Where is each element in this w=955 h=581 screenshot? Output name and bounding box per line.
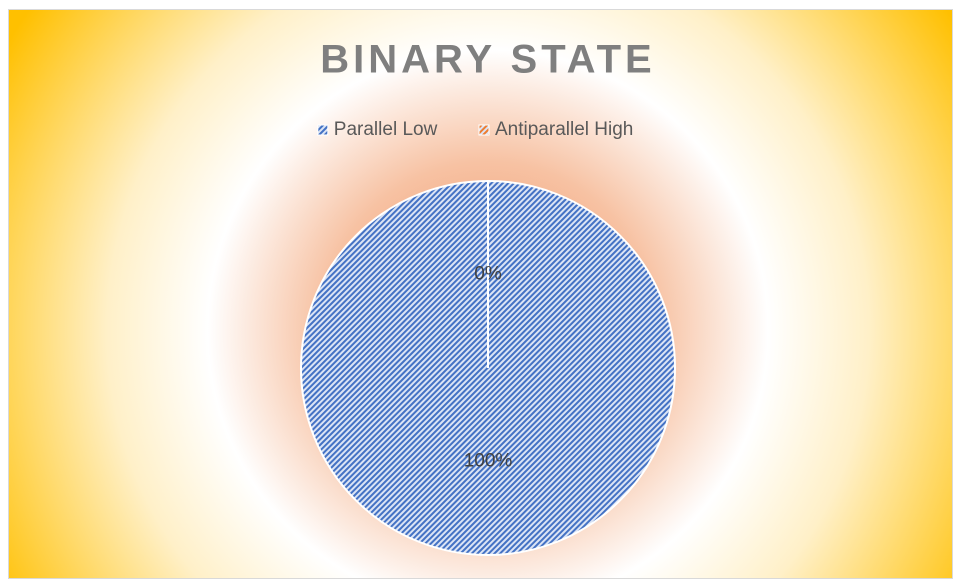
- data-label: 100%: [464, 451, 513, 472]
- data-label: 0%: [474, 264, 502, 285]
- legend-marker: [478, 124, 490, 136]
- legend-label: Antiparallel High: [495, 119, 633, 140]
- legend-marker: [317, 124, 329, 136]
- legend-label: Parallel Low: [334, 119, 438, 140]
- chart-title: BINARY STATE: [320, 38, 655, 82]
